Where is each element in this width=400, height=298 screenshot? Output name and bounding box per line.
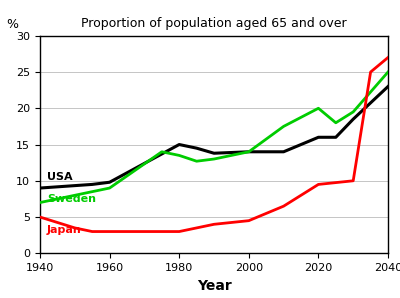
Text: Japan: Japan [47,225,82,235]
Text: Sweden: Sweden [47,194,96,204]
X-axis label: Year: Year [197,279,231,293]
Text: USA: USA [47,172,72,182]
Text: %: % [6,18,18,31]
Title: Proportion of population aged 65 and over: Proportion of population aged 65 and ove… [81,17,347,30]
